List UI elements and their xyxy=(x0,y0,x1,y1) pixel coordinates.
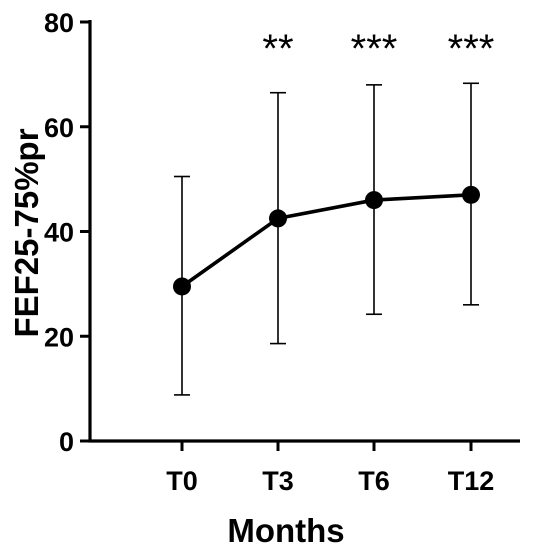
y-axis-title: FEF25-75%pr xyxy=(8,128,45,337)
y-tick-label-0: 0 xyxy=(59,427,74,457)
significance-mark-T3: ** xyxy=(262,27,293,71)
series-line xyxy=(180,193,472,288)
data-point-T12 xyxy=(462,185,480,204)
axes xyxy=(88,20,520,443)
data-points xyxy=(173,185,480,296)
error-bars xyxy=(174,82,479,396)
tick-labels: 0 20 40 60 80 T0 T3 T6 T12 xyxy=(44,8,494,496)
data-point-T3 xyxy=(269,209,287,228)
ticks xyxy=(80,20,473,451)
x-tick-label-T12: T12 xyxy=(448,466,495,496)
y-tick-label-60: 60 xyxy=(44,113,74,143)
y-tick-label-40: 40 xyxy=(44,218,74,248)
series-line-group xyxy=(180,193,472,288)
x-tick-label-T6: T6 xyxy=(358,466,390,496)
data-point-T0 xyxy=(173,277,191,296)
significance-marks: ** *** *** xyxy=(262,27,494,71)
significance-mark-T12: *** xyxy=(448,27,495,71)
y-tick-label-20: 20 xyxy=(44,322,74,352)
x-tick-label-T0: T0 xyxy=(166,466,198,496)
data-point-T6 xyxy=(365,191,383,210)
x-axis-title: Months xyxy=(227,512,344,549)
significance-mark-T6: *** xyxy=(351,27,398,71)
x-tick-label-T3: T3 xyxy=(262,466,294,496)
y-tick-label-80: 80 xyxy=(44,8,74,38)
